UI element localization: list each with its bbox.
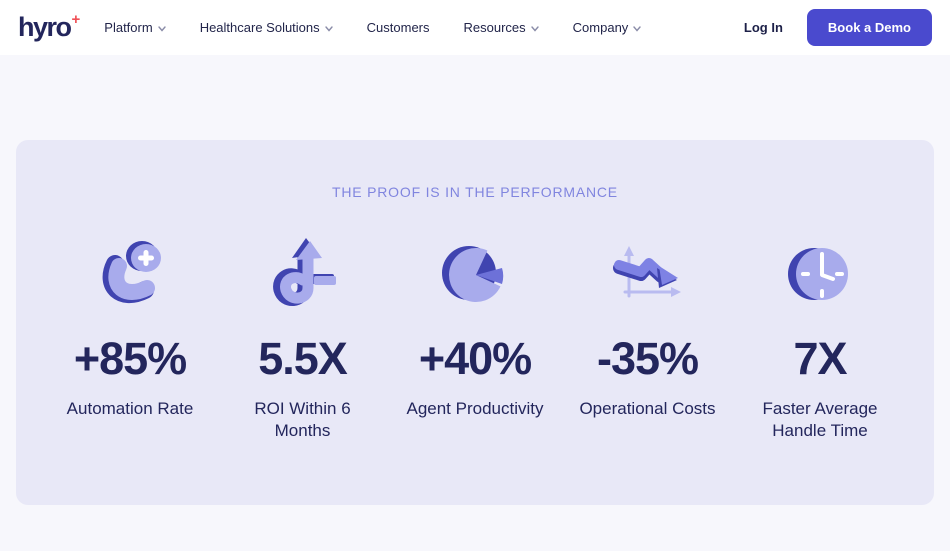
stat-value: +40%	[418, 333, 532, 384]
stat-value: +85%	[73, 333, 187, 384]
stat-label: Agent Productivity	[406, 398, 544, 418]
chevron-down-icon	[324, 25, 333, 32]
top-navbar: hyro + Platform Healthcare Solutions Cus…	[0, 0, 950, 55]
nav-links: Platform Healthcare Solutions Customers …	[104, 20, 744, 35]
clock-icon	[788, 248, 848, 300]
nav-right: Log In Book a Demo	[744, 9, 932, 46]
stat-label: ROI Within 6 Months	[254, 398, 351, 441]
chevron-down-icon	[157, 25, 166, 32]
nav-item-label: Resources	[463, 20, 526, 35]
nav-item-customers[interactable]: Customers	[367, 20, 430, 35]
stat-agent-productivity: +40% Agent Productivity	[389, 232, 561, 443]
performance-stats-panel: THE PROOF IS IN THE PERFORMANCE +85% Aut…	[16, 140, 934, 505]
stats-row: +85% Automation Rate 5.5X ROI Within 6 M…	[16, 232, 934, 443]
nav-item-platform[interactable]: Platform	[104, 20, 166, 35]
stat-operational-costs: -35% Operational Costs	[562, 232, 734, 443]
nav-item-label: Healthcare Solutions	[199, 20, 320, 35]
nav-item-label: Platform	[104, 20, 153, 35]
nav-item-healthcare-solutions[interactable]: Healthcare Solutions	[200, 20, 333, 35]
nav-item-label: Company	[572, 20, 629, 35]
stat-handle-time: 7X Faster Average Handle Time	[734, 232, 906, 443]
stat-automation-rate: +85% Automation Rate	[44, 232, 216, 443]
pie-chart-icon	[442, 246, 504, 302]
stat-value: 7X	[793, 333, 847, 384]
stat-label: Automation Rate	[66, 398, 194, 418]
logo-text: hyro	[18, 12, 72, 42]
login-link[interactable]: Log In	[743, 20, 783, 35]
roi-arrow-icon	[272, 238, 336, 306]
stats-section-heading: THE PROOF IS IN THE PERFORMANCE	[332, 184, 618, 200]
nav-item-resources[interactable]: Resources	[464, 20, 539, 35]
chevron-down-icon	[530, 25, 539, 32]
hyro-logo[interactable]: hyro +	[18, 11, 81, 42]
stat-roi: 5.5X ROI Within 6 Months	[217, 232, 389, 443]
trend-down-icon	[612, 246, 681, 298]
stat-value: -35%	[596, 333, 699, 384]
logo-plus-icon: +	[71, 11, 81, 28]
stat-label: Operational Costs	[579, 398, 716, 418]
nav-item-label: Customers	[366, 20, 430, 35]
phone-plus-icon	[102, 241, 161, 304]
nav-item-company[interactable]: Company	[573, 20, 642, 35]
stat-label: Faster Average Handle Time	[762, 398, 878, 441]
stat-value: 5.5X	[258, 333, 348, 384]
chevron-down-icon	[633, 25, 641, 32]
book-a-demo-button[interactable]: Book a Demo	[806, 9, 932, 46]
